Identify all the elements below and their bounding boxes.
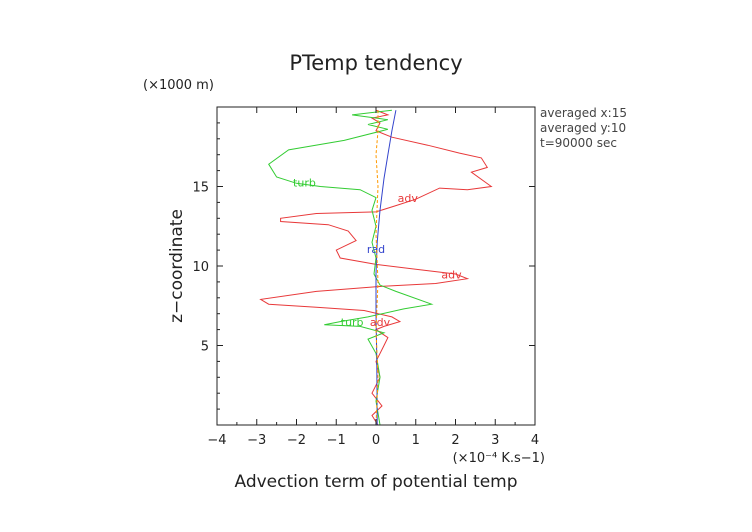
y-tick-label: 15 <box>192 181 209 196</box>
series-line <box>375 110 397 425</box>
x-axis-label: Advection term of potential temp <box>234 472 517 492</box>
annotation-text: averaged x:15 <box>540 106 627 120</box>
series-line <box>268 109 434 425</box>
series-label: turb <box>293 176 316 189</box>
y-tick-label: 5 <box>201 340 209 355</box>
chart-title: PTemp tendency <box>289 51 462 75</box>
x-tick-label: 2 <box>451 433 459 448</box>
x-tick-label: 4 <box>531 433 539 448</box>
x-unit-label: (×10⁻⁴ K.s−1) <box>453 451 545 466</box>
series-label: adv <box>370 316 391 329</box>
annotation-text: t=90000 sec <box>540 136 617 150</box>
x-tick-label: 3 <box>491 433 499 448</box>
series-turb-1 <box>268 109 434 425</box>
annotation-text: averaged y:10 <box>540 121 626 135</box>
series-unnamed-3 <box>375 110 379 425</box>
y-axis-label: z−coordinate <box>167 209 187 323</box>
x-tick-label: 0 <box>372 433 380 448</box>
x-tick-label: 1 <box>412 433 420 448</box>
series-label: adv <box>441 269 462 282</box>
series-line <box>375 110 379 425</box>
x-tick-label: −1 <box>327 433 346 448</box>
x-tick-label: −2 <box>287 433 306 448</box>
x-tick-label: −4 <box>207 433 226 448</box>
series-label: adv <box>398 192 419 205</box>
series-label: rad <box>367 243 385 256</box>
series-label: turb <box>341 316 364 329</box>
x-tick-label: −3 <box>247 433 266 448</box>
y-unit-label: (×1000 m) <box>143 78 214 93</box>
axes-layer: −4 −3 −2 −1 0 1 2 3 4 5 10 15 <box>192 106 539 448</box>
series-rad-2 <box>375 110 397 425</box>
y-tick-label: 10 <box>192 260 209 275</box>
